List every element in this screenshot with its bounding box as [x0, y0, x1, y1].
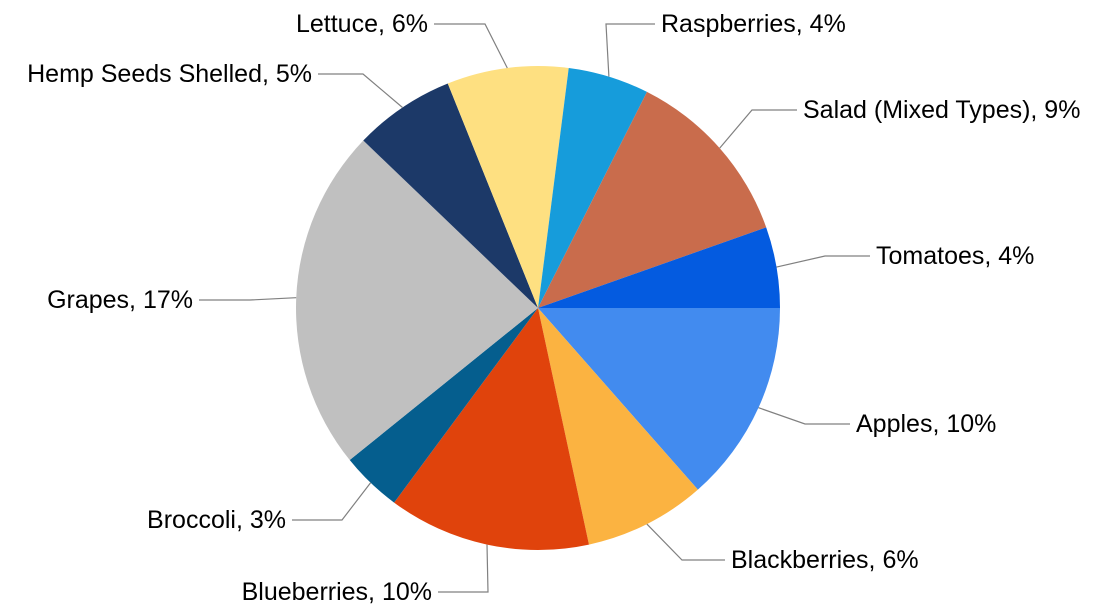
slice-blackberries [538, 308, 698, 545]
slice-lettuce [447, 65, 569, 308]
label-tomatoes: Tomatoes, 4% [876, 242, 1034, 270]
label-hemp-seeds-shelled: Hemp Seeds Shelled, 5% [27, 60, 312, 88]
slice-raspberries [538, 67, 647, 309]
slice-grapes [296, 140, 538, 461]
label-lettuce: Lettuce, 6% [296, 10, 428, 38]
leader-blackberries [646, 523, 725, 561]
slice-tomatoes [538, 227, 780, 308]
slice-labels: Apples, 10% Blackberries, 6% Blueberries, … [27, 10, 1080, 606]
leader-lettuce [434, 23, 508, 69]
label-salad-mixed-types: Salad (Mixed Types), 9% [803, 96, 1080, 124]
slice-salad-mixed-types [538, 91, 767, 308]
leader-apples [758, 407, 850, 425]
slice-hemp-seeds-shelled [363, 83, 538, 308]
leader-hemp-seeds-shelled [318, 73, 403, 108]
leader-grapes [199, 297, 297, 301]
leader-salad-mixed-types [719, 109, 797, 149]
slice-blueberries [394, 308, 589, 551]
label-raspberries: Raspberries, 4% [661, 10, 846, 38]
pie-slices [296, 65, 780, 551]
label-broccoli: Broccoli, 3% [147, 506, 286, 534]
label-blueberries: Blueberries, 10% [242, 578, 432, 606]
leader-blueberries [438, 544, 489, 593]
label-apples: Apples, 10% [856, 410, 996, 438]
label-grapes: Grapes, 17% [47, 286, 193, 314]
leader-lines [199, 23, 870, 593]
leader-tomatoes [776, 255, 870, 268]
slice-apples [538, 308, 780, 490]
leader-broccoli [292, 482, 372, 521]
label-blackberries: Blackberries, 6% [731, 546, 919, 574]
leader-raspberries [605, 23, 655, 77]
slice-broccoli [349, 308, 538, 503]
